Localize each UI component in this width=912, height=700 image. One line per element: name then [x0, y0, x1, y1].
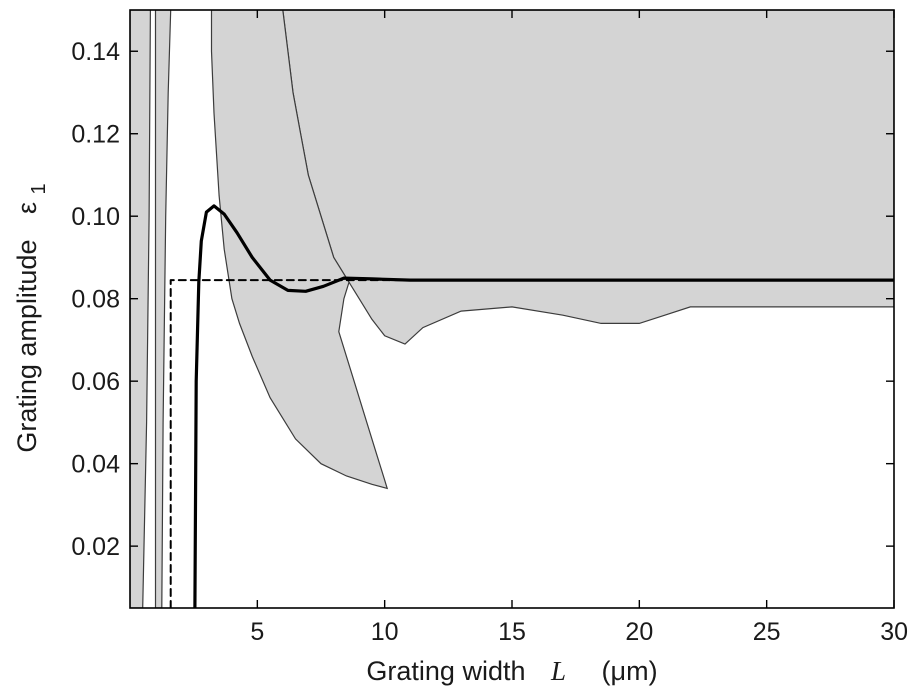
regions-layer	[130, 10, 894, 608]
y-axis-subscript: 1	[28, 183, 50, 194]
shaded-region-3	[130, 10, 152, 608]
curves-layer	[169, 204, 894, 608]
y-tick-label: 0.10	[71, 203, 120, 231]
shaded-region-4	[154, 10, 172, 608]
dashed-curve	[169, 279, 894, 608]
x-axis-title: Grating width L (μm)	[366, 656, 657, 686]
x-tick-label: 30	[880, 618, 908, 646]
y-tick-label: 0.08	[71, 286, 120, 314]
ticks-layer: 5 10 15 20 25 30 0.02 0.04 0.06 0.08 0.10 0.12 0.14	[71, 10, 908, 646]
x-tick-label: 20	[625, 618, 653, 646]
x-tick-label: 5	[250, 618, 264, 646]
y-tick-label: 0.12	[71, 121, 120, 149]
x-tick-label: 15	[498, 618, 526, 646]
x-tick-label: 25	[753, 618, 781, 646]
y-axis-label: Grating amplitude	[12, 240, 42, 453]
shaded-region-2	[210, 10, 389, 490]
y-tick-label: 0.06	[71, 368, 120, 396]
y-tick-label: 0.14	[71, 38, 120, 66]
x-axis-symbol: L	[550, 656, 566, 686]
y-tick-label: 0.04	[71, 451, 120, 479]
x-axis-unit: (μm)	[602, 656, 658, 686]
shaded-region-1	[282, 10, 894, 345]
y-axis-symbol: ε	[12, 202, 42, 214]
y-tick-label: 0.02	[71, 533, 120, 561]
x-axis-label: Grating width	[366, 656, 525, 686]
x-tick-label: 10	[371, 618, 399, 646]
y-axis-title: Grating amplitude ε 1	[12, 183, 50, 452]
